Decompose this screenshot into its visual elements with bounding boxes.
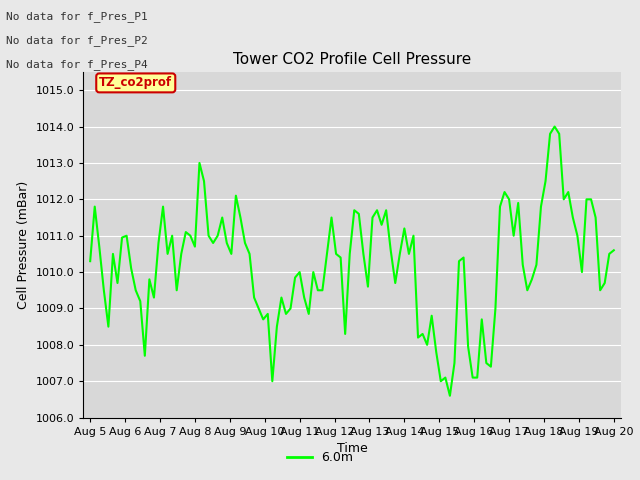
X-axis label: Time: Time bbox=[337, 442, 367, 455]
Text: TZ_co2prof: TZ_co2prof bbox=[99, 76, 172, 89]
Text: No data for f_Pres_P4: No data for f_Pres_P4 bbox=[6, 59, 148, 70]
Text: No data for f_Pres_P1: No data for f_Pres_P1 bbox=[6, 11, 148, 22]
Legend: 6.0m: 6.0m bbox=[282, 446, 358, 469]
Title: Tower CO2 Profile Cell Pressure: Tower CO2 Profile Cell Pressure bbox=[233, 52, 471, 67]
Y-axis label: Cell Pressure (mBar): Cell Pressure (mBar) bbox=[17, 180, 30, 309]
Text: No data for f_Pres_P2: No data for f_Pres_P2 bbox=[6, 35, 148, 46]
